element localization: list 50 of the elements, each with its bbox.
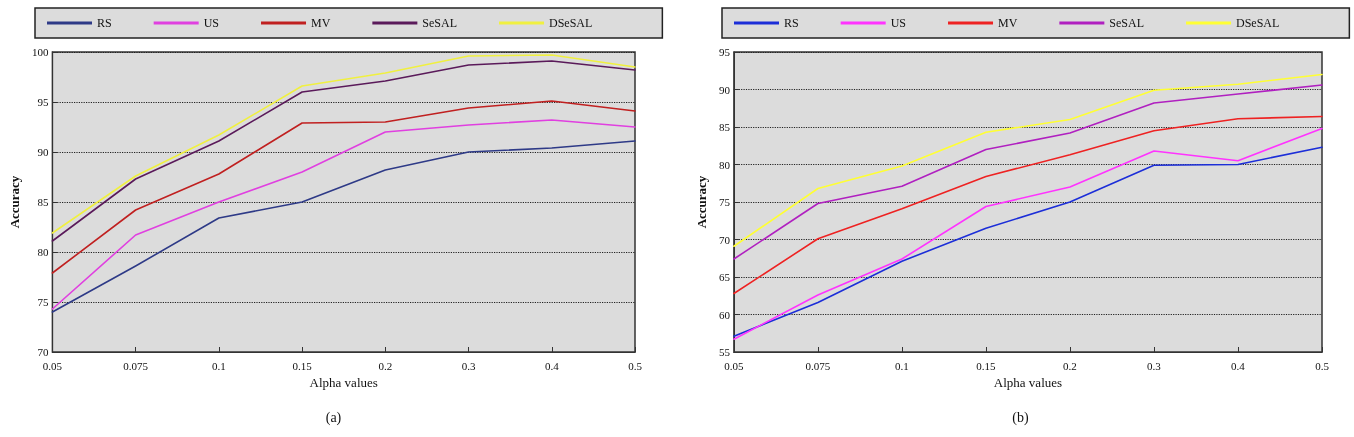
y-tick-label: 90 xyxy=(718,83,731,96)
y-axis-title: Accuracy xyxy=(694,175,709,229)
y-axis-title: Accuracy xyxy=(7,175,22,229)
legend-label: SeSAL xyxy=(422,16,458,30)
y-tick-label: 60 xyxy=(718,308,731,321)
x-tick-label: 0.2 xyxy=(378,359,393,372)
x-tick-label: 0.4 xyxy=(1231,359,1246,372)
y-tick-label: 70 xyxy=(37,346,49,358)
y-tick-label: 65 xyxy=(718,271,731,283)
y-tick-label: 85 xyxy=(718,121,731,133)
y-tick-label: 90 xyxy=(37,146,49,158)
x-tick-label: 0.3 xyxy=(1147,359,1162,372)
legend-label: DSeSAL xyxy=(549,16,593,30)
x-tick-label: 0.15 xyxy=(292,359,313,372)
x-tick-label: 0.2 xyxy=(1063,359,1077,372)
y-tick-label: 95 xyxy=(37,96,49,108)
x-tick-label: 0.3 xyxy=(461,359,476,372)
x-tick-label: 0.15 xyxy=(976,359,997,372)
x-tick-label: 0.075 xyxy=(805,359,831,372)
y-tick-label: 100 xyxy=(31,46,49,58)
text: (a) xyxy=(325,409,342,426)
line-series xyxy=(51,100,636,274)
legend-label: RS xyxy=(784,16,799,30)
legend-label: DSeSAL xyxy=(1236,16,1280,30)
legend-label: RS xyxy=(97,16,112,30)
y-tick-label: 70 xyxy=(718,233,731,246)
y-tick-label: 95 xyxy=(718,46,731,58)
legend-label: MV xyxy=(311,16,331,30)
x-tick-label: 0.1 xyxy=(211,359,226,372)
y-tick-label: 75 xyxy=(718,196,731,208)
x-axis-title: Alpha values xyxy=(993,375,1063,390)
y-tick-label: 80 xyxy=(718,158,731,171)
x-tick-label: 0.5 xyxy=(1315,359,1330,372)
x-tick-label: 0.05 xyxy=(42,359,63,372)
x-tick-label: 0.4 xyxy=(544,359,560,372)
y-tick-label: 55 xyxy=(718,346,731,358)
text: (b) xyxy=(1012,409,1029,426)
x-tick-label: 0.075 xyxy=(123,359,149,372)
y-tick-label: 80 xyxy=(37,246,49,258)
x-tick-label: 0.05 xyxy=(724,359,745,372)
legend-label: US xyxy=(203,16,220,30)
x-tick-label: 0.5 xyxy=(628,359,643,372)
y-tick-label: 85 xyxy=(37,196,49,208)
legend-label: SeSAL xyxy=(1109,16,1145,30)
line-series xyxy=(733,115,1323,295)
x-tick-label: 0.1 xyxy=(895,359,909,372)
legend-label: MV xyxy=(998,16,1018,30)
y-tick-label: 75 xyxy=(37,296,49,308)
x-axis-title: Alpha values xyxy=(309,375,378,390)
legend-label: US xyxy=(890,16,907,30)
